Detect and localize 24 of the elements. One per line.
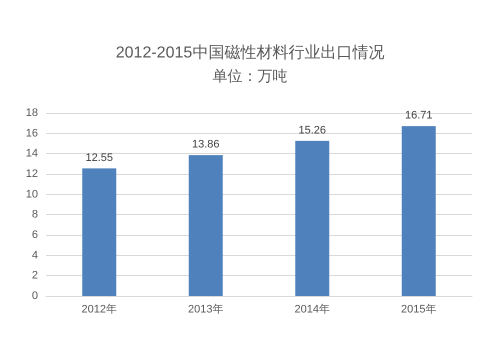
data-label: 13.86 (192, 138, 220, 151)
y-tick-label: 10 (26, 188, 38, 200)
chart-title: 2012-2015中国磁性材料行业出口情况 (116, 44, 384, 62)
x-tick-label: 2015年 (401, 304, 436, 316)
y-tick-label: 6 (32, 229, 38, 241)
bar (188, 155, 223, 296)
x-tick-label: 2012年 (82, 304, 117, 316)
y-tick-label: 8 (32, 208, 38, 221)
chart-subtitle: 单位：万吨 (212, 68, 288, 85)
bar (82, 168, 116, 296)
bar (295, 140, 330, 296)
data-label: 12.55 (85, 152, 114, 164)
data-label: 16.71 (404, 110, 433, 122)
y-tick-label: 4 (32, 249, 38, 262)
y-tick-label: 14 (26, 148, 38, 160)
y-tick-label: 12 (26, 168, 38, 180)
bar (402, 126, 436, 296)
y-tick-label: 0 (32, 290, 38, 302)
x-tick-label: 2013年 (188, 304, 224, 316)
x-tick-label: 2014年 (294, 304, 330, 316)
y-tick-label: 2 (32, 270, 38, 282)
y-tick-label: 18 (26, 107, 38, 119)
data-label: 15.26 (298, 124, 326, 136)
y-tick-label: 16 (26, 127, 38, 140)
